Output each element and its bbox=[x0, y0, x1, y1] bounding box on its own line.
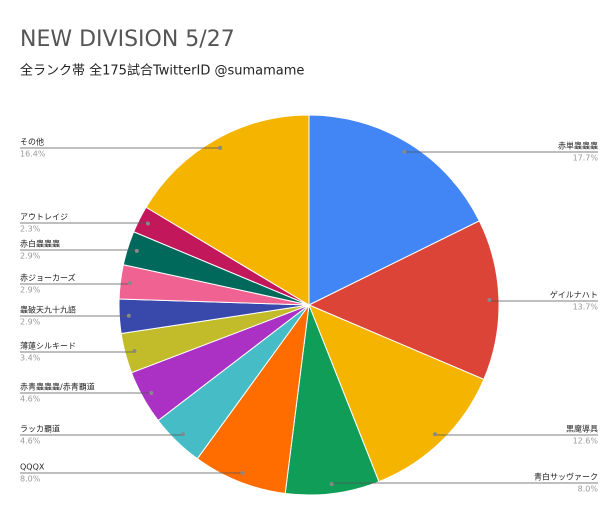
leader-dot bbox=[149, 391, 153, 395]
leader-dot bbox=[135, 249, 139, 253]
slice-value-label: 4.6% bbox=[20, 395, 41, 404]
leader-line bbox=[489, 300, 598, 301]
slice-label: その他 bbox=[20, 137, 44, 147]
slice-value-label: 2.9% bbox=[20, 286, 41, 295]
slice-label: 青白サッヴァーク bbox=[534, 472, 598, 482]
chart-subtitle: 全ランク帯 全175試合TwitterID @sumamame bbox=[20, 63, 304, 79]
slice-label: 赤青蟲蟲蟲/赤青覇道 bbox=[20, 382, 95, 392]
slice-value-label: 12.6% bbox=[573, 437, 599, 446]
slice-label: アウトレイジ bbox=[20, 213, 68, 222]
slice-label: 黒魔導具 bbox=[566, 424, 598, 434]
leader-dot bbox=[181, 432, 185, 436]
slice-value-label: 2.9% bbox=[20, 252, 41, 261]
leader-dot bbox=[128, 281, 132, 285]
slice-value-label: 8.0% bbox=[20, 475, 41, 484]
slice-value-label: 4.6% bbox=[20, 437, 41, 446]
leader-dot bbox=[330, 482, 334, 486]
slice-label: 赤単蟲蟲蟲 bbox=[558, 141, 598, 151]
slice-label: 薄蓮シルキード bbox=[20, 341, 76, 351]
leader-dot bbox=[433, 432, 437, 436]
slice-value-label: 16.4% bbox=[20, 150, 46, 159]
slice-label: 赤白蟲蟲蟲 bbox=[20, 239, 60, 249]
slice-label: QQQX bbox=[20, 463, 45, 472]
leader-dot bbox=[132, 349, 136, 353]
leader-line bbox=[20, 434, 183, 435]
leader-dot bbox=[146, 222, 150, 226]
slice-value-label: 2.9% bbox=[20, 318, 41, 327]
leader-line bbox=[20, 283, 130, 284]
leader-dot bbox=[402, 150, 406, 154]
leader-dot bbox=[241, 471, 245, 475]
slice-value-label: 13.7% bbox=[573, 303, 599, 312]
slice-label: ラッカ覇道 bbox=[20, 424, 60, 434]
slice-label: 赤ジョーカーズ bbox=[20, 273, 76, 283]
slice-value-label: 2.3% bbox=[20, 225, 41, 234]
slice-label: ゲイルナハト bbox=[550, 290, 598, 300]
leader-line bbox=[435, 434, 598, 435]
slice-value-label: 8.0% bbox=[578, 485, 599, 494]
leader-dot bbox=[218, 146, 222, 150]
chart-title: NEW DIVISION 5/27 bbox=[20, 27, 235, 52]
slice-value-label: 17.7% bbox=[573, 154, 599, 163]
leader-dot bbox=[127, 314, 131, 318]
slice-value-label: 3.4% bbox=[20, 354, 41, 363]
leader-dot bbox=[487, 298, 491, 302]
leader-line bbox=[20, 351, 134, 352]
leader-line bbox=[20, 223, 148, 224]
slice-label: 蟲破天九十九語 bbox=[20, 305, 76, 315]
